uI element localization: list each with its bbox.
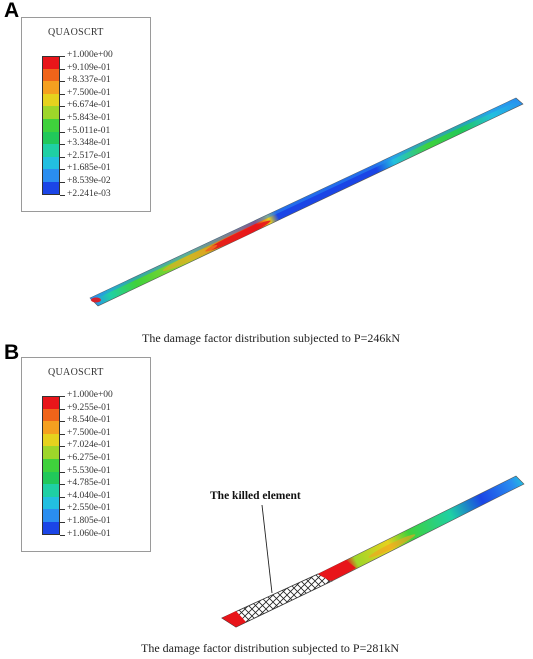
- beam-a: [89, 97, 524, 307]
- legend-swatch: [42, 68, 60, 82]
- legend-tick: [60, 182, 65, 183]
- legend-a: QUAOSCRT +1.000e+00 +9.109e-01 +8.337e-01 +…: [21, 17, 151, 212]
- legend-value: +2.517e-01: [67, 150, 111, 161]
- legend-tick: [60, 93, 65, 95]
- legend-tick: [60, 459, 65, 460]
- caption-a: The damage factor distribution subjected…: [142, 331, 401, 345]
- legend-value: +8.539e-02: [67, 176, 111, 186]
- legend-tick: [60, 484, 65, 486]
- panel-a-label: A: [4, 0, 20, 22]
- legend-swatch: [42, 396, 60, 409]
- legend-tick: [60, 446, 65, 448]
- legend-value: +5.530e-01: [67, 465, 111, 476]
- legend-tick: [60, 496, 65, 498]
- legend-value: +1.060e-01: [67, 528, 111, 539]
- legend-swatch: [42, 446, 60, 459]
- legend-tick: [60, 471, 65, 473]
- legend-swatch: [42, 131, 60, 145]
- legend-value: +4.040e-01: [67, 490, 111, 501]
- legend-value: +8.540e-01: [67, 415, 111, 426]
- legend-swatch: [42, 433, 60, 447]
- legend-tick: [60, 56, 65, 57]
- legend-swatch: [42, 182, 60, 195]
- legend-bar-outline: [42, 396, 60, 535]
- legend-bar-outline: [42, 56, 60, 195]
- legend-swatch: [42, 522, 60, 535]
- killed-element-label: The killed element: [210, 490, 301, 502]
- legend-swatch: [42, 496, 60, 510]
- legend-swatch: [42, 459, 60, 472]
- legend-value: +2.241e-03: [67, 188, 111, 199]
- legend-value: +7.024e-01: [67, 440, 111, 451]
- legend-value: +1.805e-01: [67, 516, 111, 526]
- beam-b: [221, 475, 525, 628]
- legend-value: +6.275e-01: [67, 453, 111, 463]
- legend-swatch: [42, 484, 60, 497]
- legend-tick: [60, 119, 65, 120]
- legend-value: +8.337e-01: [67, 75, 111, 86]
- legend-swatch: [42, 156, 60, 170]
- legend-value: +1.000e+00: [67, 390, 113, 400]
- caption-b: The damage factor distribution subjected…: [141, 641, 400, 655]
- legend-tick: [60, 144, 65, 146]
- panel-b-label: B: [4, 341, 20, 364]
- legend-tick: [60, 131, 65, 133]
- legend-value: +9.109e-01: [67, 62, 111, 73]
- legend-swatch: [42, 56, 60, 69]
- legend-value: +5.843e-01: [67, 113, 111, 123]
- legend-swatch: [42, 509, 60, 522]
- legend-tick: [60, 408, 65, 410]
- legend-tick: [60, 509, 65, 511]
- legend-swatch: [42, 119, 60, 132]
- legend-value: +3.348e-01: [67, 138, 111, 149]
- legend-value: +7.500e-01: [67, 427, 111, 438]
- legend-tick: [60, 68, 65, 70]
- legend-value: +5.011e-01: [67, 125, 111, 136]
- legend-tick: [60, 534, 65, 536]
- legend-tick: [60, 433, 65, 435]
- legend-value: +6.674e-01: [67, 100, 111, 111]
- legend-tick: [60, 106, 65, 108]
- legend-swatch: [42, 81, 60, 94]
- legend-a-title: QUAOSCRT: [48, 27, 104, 38]
- legend-tick: [60, 169, 65, 171]
- legend-value: +1.685e-01: [67, 163, 111, 174]
- legend-b: QUAOSCRT +1.000e+00 +9.255e-01 +8.540e-01 +…: [21, 357, 151, 552]
- legend-swatch: [42, 471, 60, 485]
- legend-value: +4.785e-01: [67, 478, 111, 489]
- legend-b-title: QUAOSCRT: [48, 367, 104, 378]
- legend-swatch: [42, 106, 60, 119]
- legend-tick: [60, 194, 65, 196]
- legend-tick: [60, 522, 65, 523]
- legend-swatch: [42, 408, 60, 422]
- legend-value: +1.000e+00: [67, 50, 113, 60]
- legend-swatch: [42, 93, 60, 107]
- legend-value: +7.500e-01: [67, 87, 111, 98]
- annotation-arrow: [261, 504, 273, 594]
- legend-tick: [60, 421, 65, 423]
- legend-value: +9.255e-01: [67, 402, 111, 413]
- legend-value: +2.550e-01: [67, 503, 111, 514]
- legend-tick: [60, 156, 65, 158]
- legend-tick: [60, 396, 65, 397]
- legend-tick: [60, 81, 65, 83]
- legend-swatch: [42, 169, 60, 182]
- legend-swatch: [42, 144, 60, 157]
- legend-swatch: [42, 421, 60, 434]
